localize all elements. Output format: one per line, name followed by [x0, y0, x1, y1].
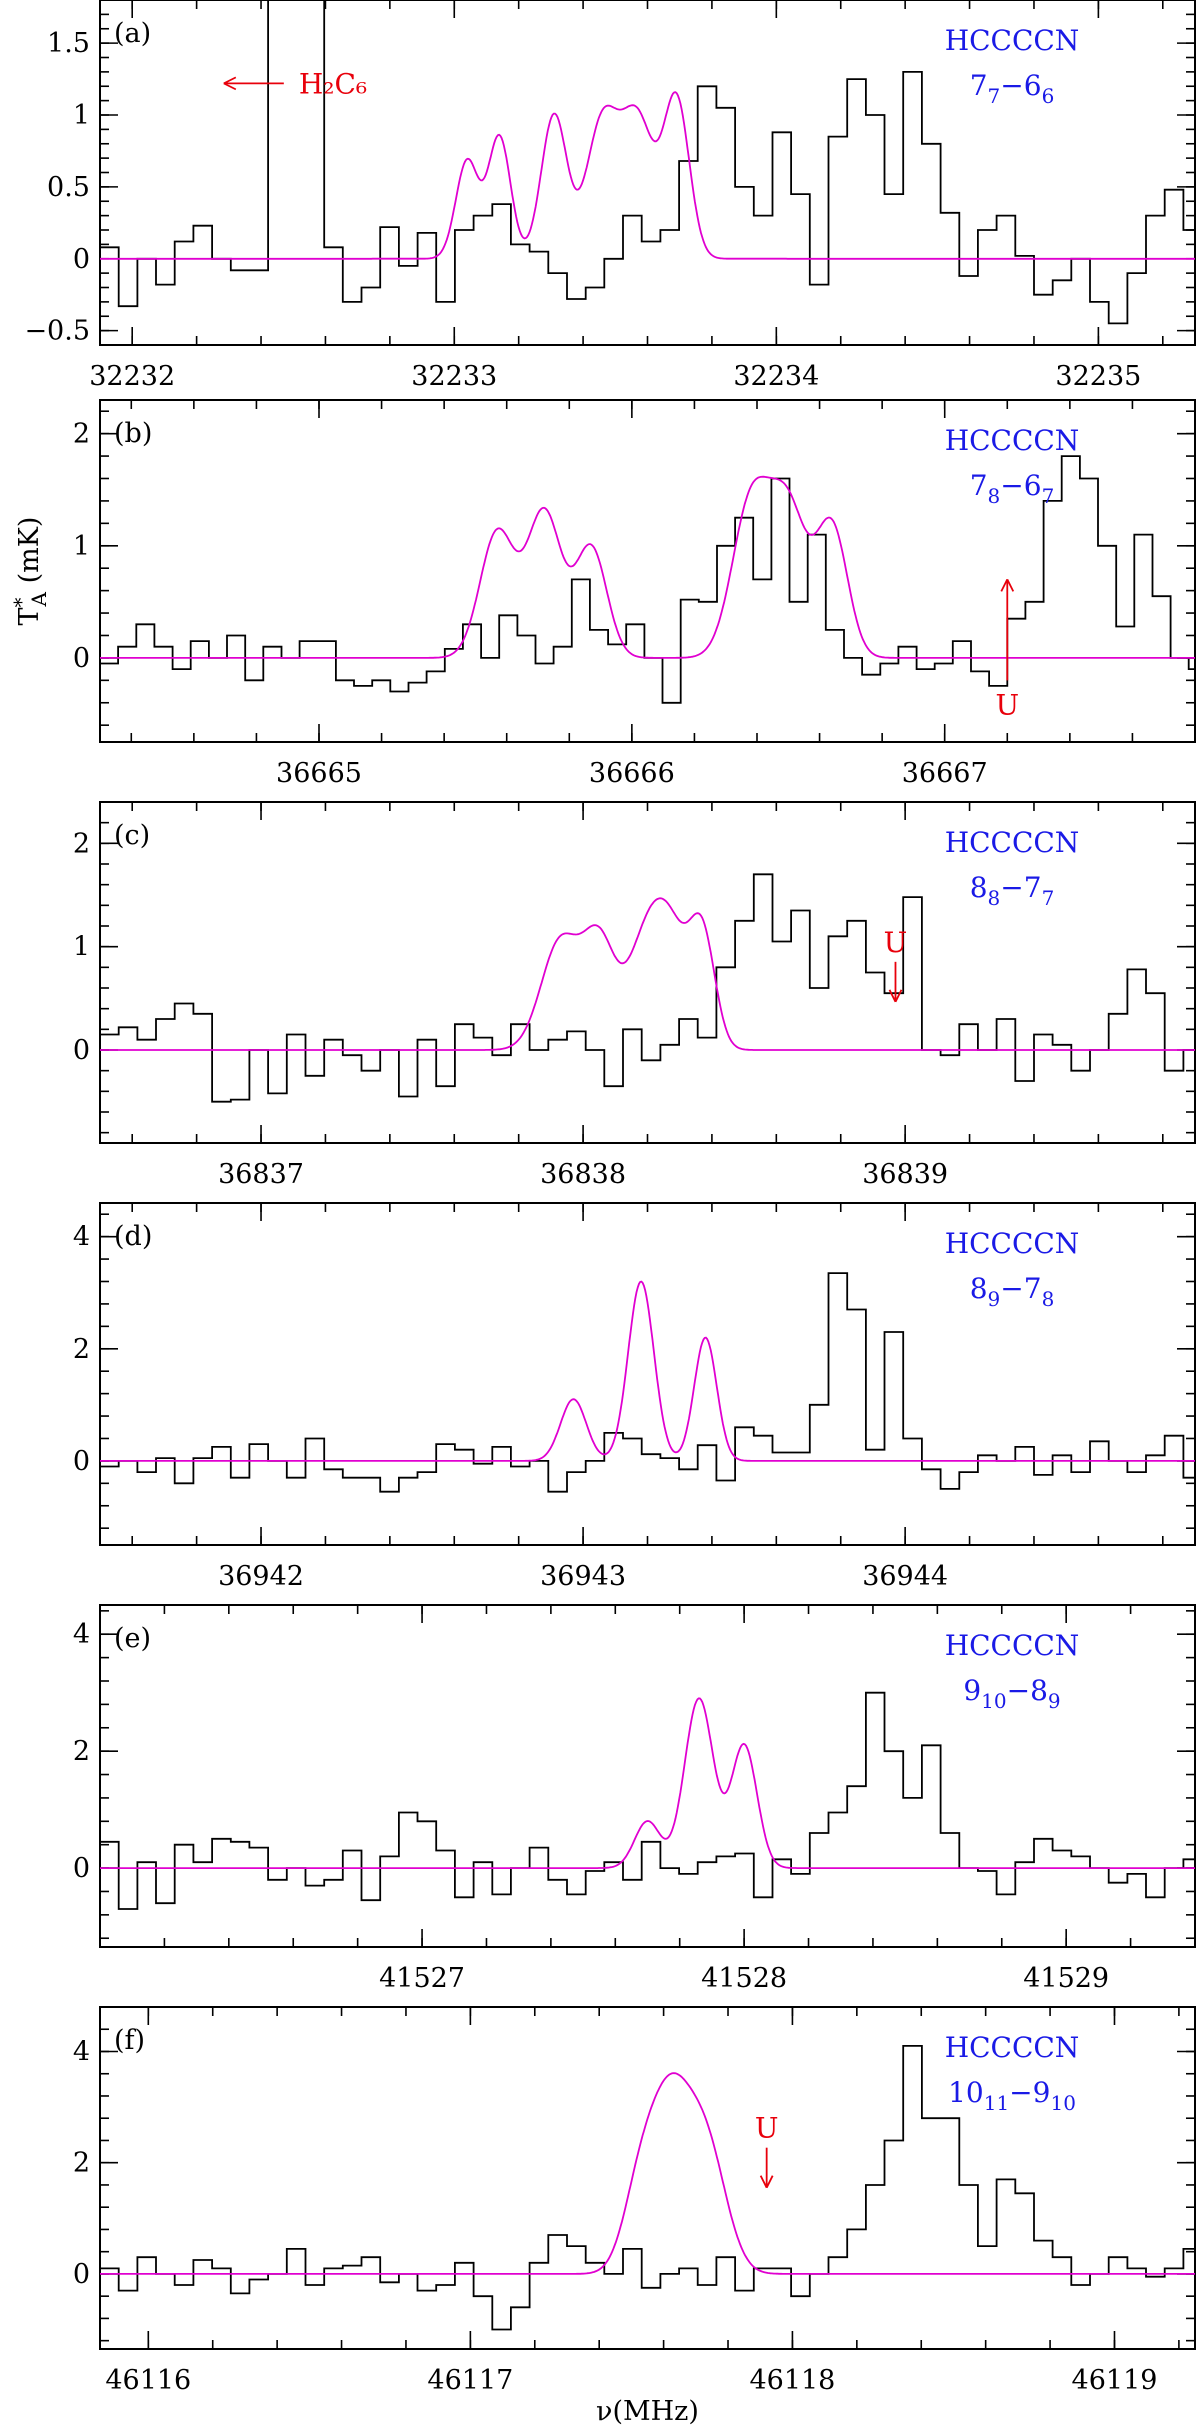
y-tick-label: 0.5: [47, 172, 90, 203]
x-tick-label: 41527: [379, 1963, 465, 1994]
y-axis-title: T*A (mK): [9, 517, 51, 626]
x-tick-label: 46116: [105, 2365, 191, 2396]
y-tick-label: 1.5: [47, 28, 90, 59]
y-tick-label: 2: [73, 419, 90, 450]
fit-curve: [100, 475, 1195, 659]
panel-label: (b): [114, 418, 152, 449]
arrowhead-icon: [888, 989, 903, 1003]
transition-label: 89​−78​: [970, 1272, 1055, 1311]
transition-label: 1011​−910​: [948, 2076, 1076, 2115]
plot-frame: [99, 399, 1196, 743]
plot-frame: [99, 1604, 1196, 1948]
arrowhead-icon: [759, 2175, 774, 2189]
x-tick-label: 46117: [427, 2365, 513, 2396]
spectrum-panel-b: 0 1 2 36665 36666 36667 (b) HCCCCN 78​−67​ U T*A (…: [9, 399, 1196, 789]
y-tick-label: 2: [73, 1736, 90, 1767]
y-tick-label: 4: [73, 2036, 90, 2067]
y-tick-label: 0: [73, 643, 90, 674]
x-tick-label: 36837: [218, 1159, 304, 1190]
fit-curve: [100, 1280, 1195, 1462]
x-tick-label: 36942: [218, 1561, 304, 1592]
x-tick-label: 32233: [411, 361, 497, 392]
annotation-label: H₂C₆: [299, 67, 367, 100]
observed-spectrum: [100, 455, 1195, 704]
x-tick-label: 36839: [862, 1159, 948, 1190]
x-tick-label: 32235: [1055, 361, 1141, 392]
x-tick-label: 36665: [276, 758, 362, 789]
fit-curve: [100, 91, 1195, 260]
fit-curve: [100, 2072, 1195, 2275]
y-tick-label: −0.5: [24, 316, 90, 347]
x-tick-label: 46118: [749, 2365, 835, 2396]
x-tick-label: 36667: [902, 758, 988, 789]
molecule-label: HCCCCN: [945, 24, 1080, 57]
annotation-label: U: [884, 926, 908, 959]
transition-label: 88​−77​: [970, 871, 1055, 910]
x-tick-label: 32234: [733, 361, 819, 392]
molecule-label: HCCCCN: [945, 424, 1080, 457]
spectrum-panel-a: −0.5 0 0.5 1 1.5 32232 32233 32234 32235 (a) HCCCC…: [24, 0, 1196, 392]
y-tick-label: 0: [73, 244, 90, 275]
molecule-label: HCCCCN: [945, 826, 1080, 859]
x-tick-label: 36666: [589, 758, 675, 789]
panel-label: (d): [114, 1221, 152, 1252]
panel-label: (a): [114, 18, 151, 49]
observed-spectrum: [100, 1272, 1195, 1493]
x-tick-label: 41529: [1023, 1963, 1109, 1994]
x-tick-label: 46119: [1072, 2365, 1158, 2396]
observed-spectrum: [100, 1691, 1195, 1910]
transition-label: 78​−67​: [970, 469, 1055, 508]
spectrum-panel-f: 0 2 4 46116 46117 46118 46119 (f) HCCCCN 1011​−91…: [73, 2006, 1196, 2427]
molecule-label: HCCCCN: [945, 2031, 1080, 2064]
arrowhead-icon: [223, 76, 237, 91]
fit-curve: [100, 1697, 1195, 1869]
plot-frame: [99, 2006, 1196, 2350]
y-tick-label: 0: [73, 1446, 90, 1477]
molecule-label: HCCCCN: [945, 1629, 1080, 1662]
y-tick-label: 1: [73, 932, 90, 963]
x-tick-label: 36838: [540, 1159, 626, 1190]
spectrum-panel-c: 0 1 2 36837 36838 36839 (c) HCCCCN 88​−77​ U: [73, 801, 1196, 1190]
y-tick-label: 0: [73, 1035, 90, 1066]
transition-label: 77​−66​: [970, 69, 1055, 108]
fit-curve: [100, 897, 1195, 1051]
annotation-label: U: [995, 688, 1019, 721]
y-tick-label: 2: [73, 828, 90, 859]
x-tick-label: 36944: [862, 1561, 948, 1592]
spectrum-panel-e: 0 2 4 41527 41528 41529 (e) HCCCCN 910​−89​: [73, 1604, 1196, 1994]
molecule-label: HCCCCN: [945, 1227, 1080, 1260]
spectrum-panel-d: 0 2 4 36942 36943 36944 (d) HCCCCN 89​−78​: [73, 1202, 1196, 1592]
transition-label: 910​−89​: [963, 1674, 1060, 1713]
y-tick-label: 4: [73, 1222, 90, 1253]
y-tick-label: 2: [73, 1334, 90, 1365]
y-tick-label: 0: [73, 2259, 90, 2290]
x-tick-label: 32232: [89, 361, 175, 392]
y-tick-label: 0: [73, 1853, 90, 1884]
panel-label: (c): [114, 820, 150, 851]
arrowhead-icon: [1000, 579, 1015, 592]
y-tick-label: 2: [73, 2148, 90, 2179]
x-tick-label: 41528: [701, 1963, 787, 1994]
x-tick-label: 36943: [540, 1561, 626, 1592]
y-tick-label: 1: [73, 531, 90, 562]
annotation-label: U: [755, 2112, 779, 2145]
observed-spectrum: [100, 873, 1195, 1103]
panel-label: (e): [114, 1623, 151, 1654]
x-axis-title: ν(MHz): [596, 2396, 699, 2427]
observed-spectrum: [100, 0, 1195, 325]
y-tick-label: 4: [73, 1619, 90, 1650]
y-tick-label: 1: [73, 100, 90, 131]
panel-label: (f): [114, 2025, 145, 2056]
